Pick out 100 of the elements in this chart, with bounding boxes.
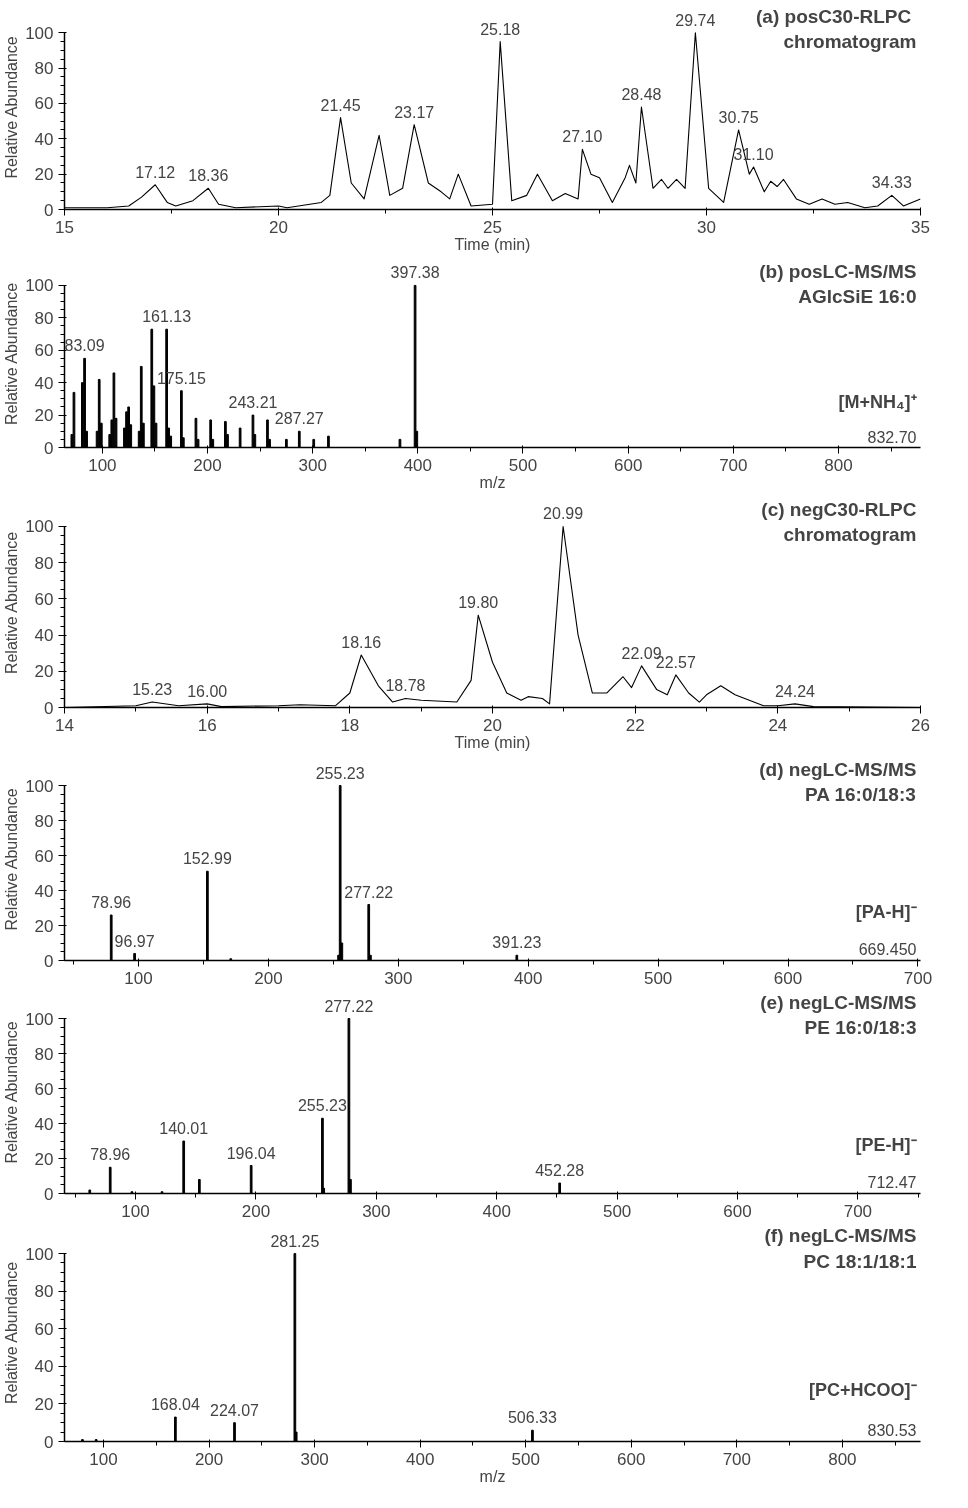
annotation: 224.07 [210,1401,260,1419]
annotation: [M+NH₄]⁺ [838,391,917,412]
x-tick-label: 16 [197,715,217,735]
annotation: [PE-H]⁻ [855,1135,917,1155]
x-tick-label: 300 [362,1201,391,1221]
x-tick-label: 800 [828,1449,857,1469]
annotation: 287.27 [274,410,324,428]
x-tick-label: 18 [340,715,360,735]
x-tick-label: 26 [911,715,930,735]
y-tick-label: 60 [34,589,54,609]
x-tick-label: 100 [88,455,117,475]
x-tick-label: 15 [55,217,74,237]
chart-title: (d) negLC-MS/MS PA 16:0/18:3 [759,759,917,806]
x-tick-label: 200 [194,1449,224,1469]
y-tick-label: 40 [34,373,54,393]
annotation: 27.10 [562,128,603,146]
y-tick-label: 100 [25,23,54,43]
y-tick-label: 60 [34,341,54,361]
x-tick-label: 400 [514,968,543,988]
chart-title: (a) posC30-RLPC chromatogram [756,6,917,53]
x-tick-label: 600 [617,1449,646,1469]
y-tick-label: 80 [34,308,54,328]
y-tick-label: 80 [34,1044,54,1064]
x-tick-label: 35 [911,217,930,237]
annotation: 506.33 [507,1409,557,1427]
y-tick-label: 100 [25,517,54,537]
x-tick-label: 14 [55,715,74,735]
x-tick-label: 400 [403,455,433,475]
x-tick-label: 600 [613,455,643,475]
x-axis-title: Time (min) [454,235,531,253]
x-tick-label: 22 [625,715,645,735]
y-tick-label: 60 [34,94,54,114]
y-tick-label: 60 [34,846,54,866]
annotation: [PC+HCOO]⁻ [809,1380,917,1401]
y-axis-title: Relative Abundance [3,531,21,675]
x-tick-label: 300 [300,1449,329,1469]
x-tick-label: 800 [824,455,853,475]
y-tick-label: 20 [34,662,54,682]
y-tick-label: 20 [34,1149,54,1169]
x-tick-label: 700 [843,1201,873,1221]
x-tick-label: 400 [482,1201,511,1221]
x-axis-title: Time (min) [454,733,531,751]
annotation: 20.99 [543,505,584,523]
annotation: 243.21 [228,394,278,412]
x-tick-label: 700 [722,1449,752,1469]
annotation: 277.22 [324,997,374,1015]
y-tick-label: 0 [44,951,54,971]
y-tick-label: 80 [34,59,54,79]
annotation: 28.48 [621,86,662,103]
annotation: 30.75 [718,108,759,126]
annotation: 78.96 [90,1146,131,1164]
annotation: 18.36 [188,167,229,185]
annotation: 18.16 [341,634,382,651]
chart-title: (c) negC30-RLPC chromatogram [761,499,917,546]
annotation: 152.99 [182,850,232,868]
chart-title: (f) negLC-MS/MS PC 18:1/18:1 [764,1225,917,1272]
annotation: 140.01 [159,1120,209,1137]
annotation: 21.45 [320,96,361,114]
y-tick-label: 20 [34,165,54,185]
x-tick-label: 500 [508,455,538,475]
annotation: 830.53 [867,1421,917,1439]
x-tick-label: 600 [773,968,803,988]
x-tick-label: 200 [254,968,283,988]
y-tick-label: 0 [44,698,54,718]
x-tick-label: 100 [89,1449,118,1469]
annotation: 712.47 [867,1174,917,1192]
annotation: 832.70 [867,428,917,446]
x-axis-title: m/z [479,1467,506,1485]
x-tick-label: 30 [697,217,716,237]
x-tick-label: 200 [241,1201,271,1221]
chart-title: (e) negLC-MS/MS PE 16:0/18:3 [760,992,917,1039]
x-tick-label: 20 [269,217,288,237]
annotation: 19.80 [458,594,499,612]
annotation: 78.96 [91,894,132,911]
annotation: 669.450 [858,941,917,959]
y-axis-title: Relative Abundance [3,1021,21,1164]
annotation: 255.23 [297,1097,347,1115]
y-tick-label: 100 [25,1244,54,1264]
y-tick-label: 40 [34,129,54,149]
annotation: 34.33 [871,174,912,192]
annotation: 391.23 [492,934,542,952]
x-tick-label: 100 [124,968,153,988]
y-tick-label: 0 [44,1184,54,1204]
y-tick-label: 40 [34,1114,54,1134]
annotation: 277.22 [344,883,394,901]
x-tick-label: 500 [511,1449,540,1469]
annotation: 281.25 [270,1232,320,1250]
annotation: 16.00 [187,682,228,700]
y-tick-label: 0 [44,200,54,220]
y-tick-label: 40 [34,1357,54,1377]
x-axis-title: m/z [479,473,506,491]
annotation: 255.23 [315,764,365,782]
annotation: 196.04 [226,1144,276,1162]
y-tick-label: 60 [34,1079,54,1099]
y-tick-label: 80 [34,811,54,831]
annotation: 168.04 [150,1396,200,1414]
annotation: 17.12 [135,163,176,181]
x-tick-label: 300 [384,968,413,988]
x-tick-label: 25 [483,217,502,237]
annotation: 18.78 [385,677,426,695]
